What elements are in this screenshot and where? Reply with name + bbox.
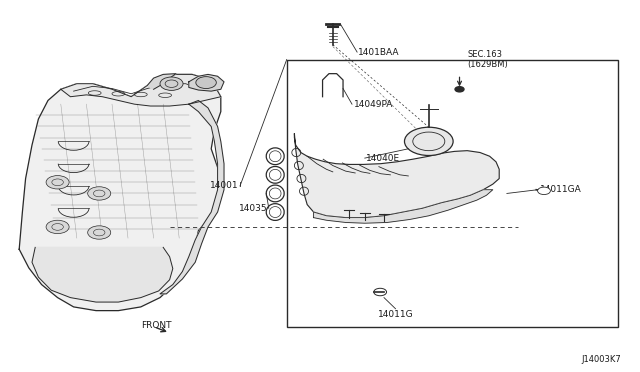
Text: FRONT: FRONT (141, 321, 172, 330)
Polygon shape (189, 74, 224, 91)
Text: 14001: 14001 (210, 182, 239, 190)
Polygon shape (314, 190, 493, 223)
Text: J14003K7: J14003K7 (581, 355, 621, 364)
Circle shape (88, 226, 111, 239)
Circle shape (160, 77, 183, 90)
Polygon shape (32, 247, 173, 302)
Polygon shape (294, 134, 499, 218)
Circle shape (196, 77, 216, 89)
Text: 1401BAA: 1401BAA (358, 48, 400, 57)
Bar (287, 60, 618, 327)
Circle shape (538, 187, 550, 195)
Circle shape (46, 176, 69, 189)
Polygon shape (160, 100, 224, 294)
Circle shape (404, 127, 453, 155)
Text: 14011G: 14011G (378, 310, 413, 319)
Circle shape (455, 87, 464, 92)
Circle shape (46, 220, 69, 234)
Text: 14049PA: 14049PA (354, 100, 394, 109)
Polygon shape (147, 74, 176, 89)
Text: 14040E: 14040E (366, 154, 400, 163)
Polygon shape (19, 74, 221, 311)
Circle shape (88, 187, 111, 200)
Text: SEC.163
(1629BM): SEC.163 (1629BM) (467, 50, 508, 69)
Polygon shape (61, 74, 221, 106)
Text: 14035: 14035 (239, 204, 268, 213)
Text: 14011GA: 14011GA (540, 185, 581, 194)
Circle shape (374, 288, 387, 296)
